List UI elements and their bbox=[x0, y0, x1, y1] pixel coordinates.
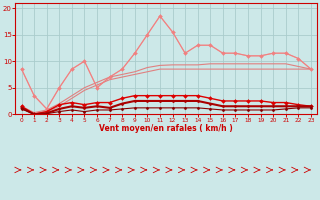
X-axis label: Vent moyen/en rafales ( km/h ): Vent moyen/en rafales ( km/h ) bbox=[100, 124, 233, 133]
